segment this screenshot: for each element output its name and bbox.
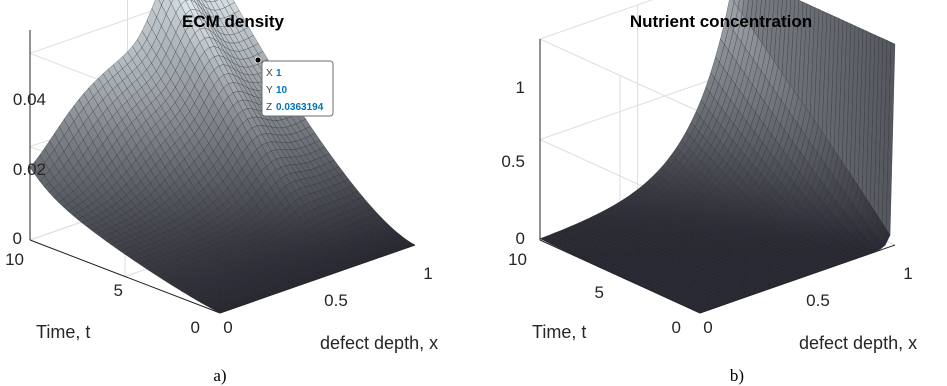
z-tick-label: 0.04 [13,90,46,109]
y-tick-label: 10 [508,250,527,269]
surface-patch [214,308,226,314]
y-tick-label: 5 [114,281,123,300]
datatip-y-value: 10 [276,85,288,96]
datatip-z-label: Z [266,102,272,113]
z-tick-label: 0.02 [13,160,46,179]
datatip-box [261,60,334,117]
x-tick-label: 0.5 [324,291,348,310]
x-tick-label: 0.5 [806,291,830,310]
chart-nutrient-concentration: Nutrient concentration 1 0.5 0 10 5 0 Ti… [501,0,917,385]
datatip[interactable]: X 1 Y 10 Z 0.0363194 [254,56,334,117]
chart-title: ECM density [182,12,285,31]
z-tick-label: 0.5 [501,152,525,171]
y-tick-label: 5 [595,283,604,302]
y-axis-label: Time, t [36,322,90,342]
surface-plot [539,0,896,314]
z-tick-label: 1 [516,78,525,97]
datatip-z-value: 0.0363194 [276,102,324,113]
x-tick-label: 1 [423,264,432,283]
x-tick-label: 0 [223,318,232,337]
datatip-marker [254,56,262,64]
surface-patch [695,309,706,314]
y-tick-label: 0 [191,318,200,337]
z-tick-label: 0 [516,229,525,248]
figure-caption: b) [730,366,744,385]
y-axis-label: Time, t [532,322,586,342]
figure-caption: a) [213,366,226,385]
chart-ecm-density: ECM density 0.04 0.02 0 10 5 0 Time, t 0… [5,0,438,385]
z-tick-label: 0 [13,229,22,248]
x-tick-label: 1 [903,264,912,283]
x-tick-label: 0 [703,318,712,337]
x-axis-label: defect depth, x [320,333,438,353]
x-axis-label: defect depth, x [799,333,917,353]
y-tick-label: 10 [5,250,24,269]
y-axis-line [29,239,221,314]
datatip-x-label: X [266,68,273,79]
chart-title: Nutrient concentration [630,12,812,31]
y-tick-label: 0 [672,318,681,337]
surface-patch [203,0,206,2]
datatip-y-label: Y [266,85,273,96]
surface-plot [29,0,416,314]
datatip-x-value: 1 [276,68,282,79]
